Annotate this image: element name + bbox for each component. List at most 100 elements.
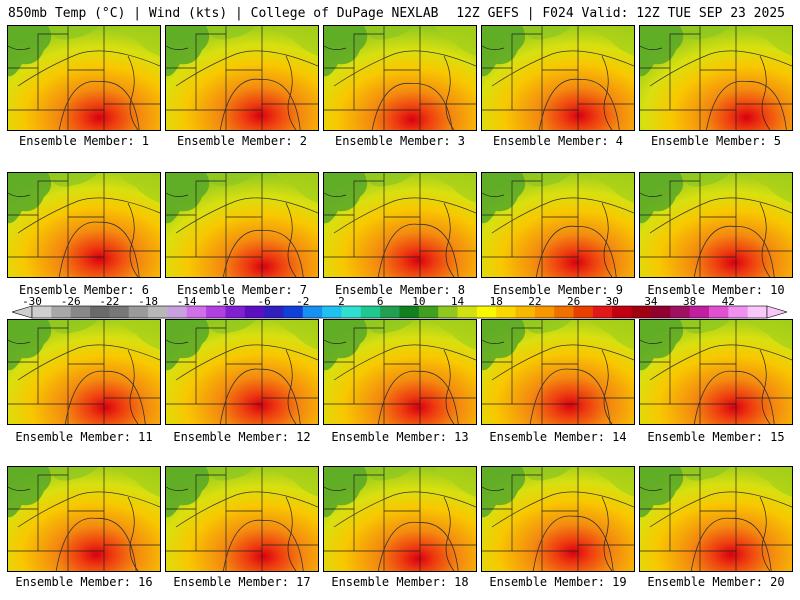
colorbar-swatch xyxy=(438,306,458,318)
temperature-field xyxy=(324,320,476,424)
ensemble-member-map xyxy=(165,319,319,425)
colorbar-swatch xyxy=(399,306,420,318)
colorbar-swatch xyxy=(515,306,536,318)
colorbar-swatch xyxy=(457,306,478,318)
colorbar-swatch xyxy=(592,306,613,318)
colorbar-tick-label: -14 xyxy=(176,295,197,308)
temperature-field xyxy=(166,320,318,424)
ensemble-member-map xyxy=(7,319,161,425)
colorbar-swatch xyxy=(225,306,246,318)
valid-time: 12Z GEFS | F024 Valid: 12Z TUE SEP 23 20… xyxy=(456,6,785,21)
colorbar-tick-label: -30 xyxy=(22,295,42,308)
colorbar-swatch xyxy=(167,306,188,318)
colorbar-swatch xyxy=(70,306,91,318)
colorbar-swatch xyxy=(631,306,652,318)
colorbar-swatch xyxy=(380,306,400,318)
chart-title: 850mb Temp (°C) | Wind (kts) | College o… xyxy=(8,6,439,21)
colorbar-tick-label: -26 xyxy=(60,295,81,308)
colorbar-swatch xyxy=(32,306,52,318)
member-caption: Ensemble Member: 14 xyxy=(489,430,627,444)
colorbar-swatch xyxy=(534,306,555,318)
member-caption: Ensemble Member: 7 xyxy=(176,283,308,297)
ensemble-member-map xyxy=(481,319,635,425)
temperature-field xyxy=(640,467,792,571)
colorbar-tick-label: 26 xyxy=(566,295,581,308)
ensemble-member-map xyxy=(323,319,477,425)
member-caption: Ensemble Member: 1 xyxy=(18,134,150,148)
member-caption: Ensemble Member: 5 xyxy=(650,134,782,148)
ensemble-member-map xyxy=(323,25,477,131)
member-caption: Ensemble Member: 15 xyxy=(647,430,785,444)
ensemble-member-map xyxy=(481,172,635,278)
colorbar-swatch xyxy=(186,306,207,318)
member-caption: Ensemble Member: 20 xyxy=(647,575,785,589)
ensemble-member-map xyxy=(323,172,477,278)
member-caption: Ensemble Member: 6 xyxy=(18,283,150,297)
member-caption: Ensemble Member: 17 xyxy=(173,575,311,589)
colorbar-swatch xyxy=(148,306,168,318)
colorbar-swatch xyxy=(109,306,130,318)
member-caption: Ensemble Member: 19 xyxy=(489,575,627,589)
ensemble-member-map xyxy=(165,25,319,131)
colorbar-swatch xyxy=(264,306,284,318)
colorbar-swatch xyxy=(90,306,110,318)
colorbar-tick-label: -18 xyxy=(138,295,158,308)
ensemble-member-map xyxy=(7,466,161,572)
colorbar-swatch xyxy=(283,306,304,318)
colorbar-swatch xyxy=(747,306,768,318)
member-caption: Ensemble Member: 8 xyxy=(334,283,466,297)
colorbar-swatch xyxy=(554,306,574,318)
temperature-field xyxy=(166,467,318,571)
ensemble-member-map xyxy=(639,25,793,131)
colorbar-swatch xyxy=(612,306,633,318)
temperature-field xyxy=(482,320,634,424)
temperature-field xyxy=(8,26,160,130)
colorbar-swatch xyxy=(496,306,516,318)
member-caption: Ensemble Member: 18 xyxy=(331,575,469,589)
temperature-field xyxy=(324,26,476,130)
member-caption: Ensemble Member: 9 xyxy=(492,283,624,297)
colorbar-tick-label: 2 xyxy=(338,295,345,308)
temperature-field xyxy=(482,467,634,571)
temperature-field xyxy=(482,26,634,130)
temperature-field xyxy=(640,320,792,424)
ensemble-member-map xyxy=(7,25,161,131)
temperature-field xyxy=(8,173,160,277)
colorbar-swatch xyxy=(322,306,342,318)
colorbar-tick-label: 34 xyxy=(644,295,658,308)
colorbar-swatch xyxy=(708,306,729,318)
colorbar-swatch xyxy=(728,306,749,318)
ensemble-member-map xyxy=(639,319,793,425)
colorbar-swatch xyxy=(573,306,594,318)
member-caption: Ensemble Member: 4 xyxy=(492,134,624,148)
temperature-field xyxy=(640,26,792,130)
ensemble-member-map xyxy=(165,466,319,572)
temperature-field xyxy=(8,467,160,571)
colorbar-tick-label: -22 xyxy=(99,295,120,308)
temperature-field xyxy=(324,173,476,277)
colorbar-swatch xyxy=(418,306,439,318)
colorbar-swatch xyxy=(689,306,710,318)
temperature-field xyxy=(8,320,160,424)
colorbar-tick-label: 14 xyxy=(450,295,465,308)
ensemble-member-map xyxy=(165,172,319,278)
colorbar-swatch xyxy=(51,306,72,318)
colorbar-swatch xyxy=(341,306,362,318)
colorbar-swatch xyxy=(206,306,226,318)
colorbar-tick-label: 18 xyxy=(489,295,503,308)
colorbar-tick-label: 22 xyxy=(528,295,542,308)
colorbar-tick-label: -10 xyxy=(215,295,236,308)
member-caption: Ensemble Member: 10 xyxy=(647,283,785,297)
colorbar-tick-label: -6 xyxy=(257,295,271,308)
colorbar-swatch xyxy=(302,306,323,318)
member-caption: Ensemble Member: 12 xyxy=(173,430,311,444)
temperature-field xyxy=(482,173,634,277)
member-caption: Ensemble Member: 13 xyxy=(331,430,469,444)
colorbar-tick-label: 6 xyxy=(376,295,384,308)
ensemble-member-map xyxy=(7,172,161,278)
colorbar-swatch xyxy=(476,306,497,318)
colorbar-tick-label: 42 xyxy=(721,295,735,308)
ensemble-member-map xyxy=(323,466,477,572)
ensemble-member-map xyxy=(481,466,635,572)
colorbar-swatch xyxy=(650,306,671,318)
